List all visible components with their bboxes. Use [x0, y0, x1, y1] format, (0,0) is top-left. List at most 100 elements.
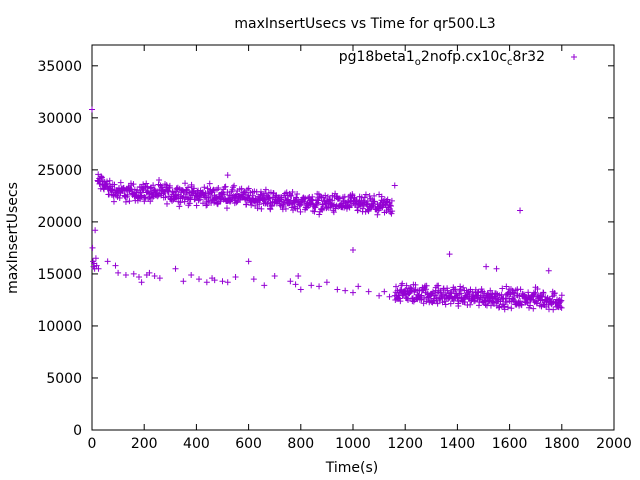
data-point	[374, 211, 381, 218]
data-point	[294, 191, 301, 198]
y-tick-label: 30000	[37, 111, 82, 127]
data-point	[545, 267, 552, 274]
data-point	[245, 258, 252, 265]
data-point	[234, 198, 241, 205]
data-point	[501, 306, 508, 313]
data-point	[264, 201, 271, 208]
y-tick-label: 15000	[37, 267, 82, 283]
data-point	[507, 291, 514, 298]
data-point	[311, 208, 318, 215]
x-tick-label: 1400	[440, 436, 476, 452]
chart-title: maxInsertUsecs vs Time for qr500.L3	[234, 16, 495, 32]
data-point	[386, 202, 393, 209]
x-tick-label: 1000	[335, 436, 371, 452]
data-point	[164, 200, 171, 207]
data-point	[287, 278, 294, 285]
data-point	[207, 193, 214, 200]
legend-marker-plus	[571, 54, 577, 60]
data-point	[309, 197, 316, 204]
data-point	[245, 185, 252, 192]
data-point	[165, 187, 172, 194]
data-point	[308, 282, 315, 289]
data-point	[185, 184, 192, 191]
data-point	[149, 194, 156, 201]
data-point	[354, 207, 361, 214]
data-point	[92, 255, 99, 262]
data-point	[182, 180, 189, 187]
data-point	[191, 185, 198, 192]
data-point	[224, 172, 231, 179]
data-point	[530, 305, 537, 312]
data-point	[477, 294, 484, 301]
data-point	[215, 184, 222, 191]
y-tick-label: 25000	[37, 163, 82, 179]
data-point	[464, 289, 471, 296]
data-point	[150, 182, 157, 189]
data-point	[147, 198, 154, 205]
data-point	[381, 288, 388, 295]
data-point	[423, 282, 430, 289]
x-axis: 0 200 400 600 800 1000 1200 1400 1600 1800 2000	[88, 45, 632, 452]
data-point	[266, 195, 273, 202]
data-point	[551, 290, 558, 297]
data-point	[487, 294, 494, 301]
data-point	[558, 297, 565, 304]
x-tick-label: 1600	[492, 436, 528, 452]
data-point	[493, 290, 500, 297]
data-point	[237, 196, 244, 203]
data-point	[334, 286, 341, 293]
data-point	[342, 287, 349, 294]
data-point	[130, 181, 137, 188]
data-point	[365, 288, 372, 295]
data-point	[219, 278, 226, 285]
data-point	[423, 298, 430, 305]
data-point	[173, 194, 180, 201]
x-tick-label: 0	[88, 436, 97, 452]
data-point	[151, 273, 158, 279]
y-tick-label: 20000	[37, 215, 82, 231]
data-point	[95, 265, 102, 272]
data-point	[224, 189, 231, 196]
data-point	[534, 286, 541, 293]
data-point	[104, 178, 111, 185]
data-point	[332, 190, 339, 197]
data-point	[393, 283, 400, 290]
data-point	[378, 193, 385, 200]
data-point	[460, 284, 467, 291]
data-point	[122, 198, 129, 205]
data-point	[391, 182, 398, 189]
x-tick-label: 1800	[544, 436, 580, 452]
data-point	[282, 205, 289, 212]
data-point	[200, 200, 207, 207]
data-point	[258, 205, 265, 212]
data-point	[166, 182, 173, 189]
data-point	[396, 295, 403, 302]
data-point	[527, 302, 534, 309]
data-point	[518, 301, 525, 308]
data-point	[116, 194, 123, 201]
x-tick-label: 400	[183, 436, 210, 452]
data-point	[504, 304, 511, 311]
data-point	[238, 185, 245, 192]
data-point	[159, 184, 166, 191]
data-point	[173, 185, 180, 192]
data-point	[203, 279, 210, 286]
data-point	[122, 271, 129, 278]
data-point	[399, 280, 406, 287]
data-point	[254, 205, 261, 212]
data-point	[447, 300, 454, 307]
data-point	[401, 288, 408, 295]
data-point	[292, 197, 299, 204]
data-points	[89, 106, 565, 313]
data-point	[446, 251, 453, 258]
data-point	[361, 194, 368, 201]
data-point	[405, 291, 412, 298]
data-point	[130, 270, 137, 277]
y-axis: 0 5000 10000 15000 20000 25000 30000 35000	[37, 59, 614, 439]
data-point	[204, 201, 211, 208]
data-point	[499, 285, 506, 292]
data-point	[371, 198, 378, 205]
data-point	[143, 180, 150, 187]
data-point	[138, 279, 145, 286]
data-point	[315, 197, 322, 204]
